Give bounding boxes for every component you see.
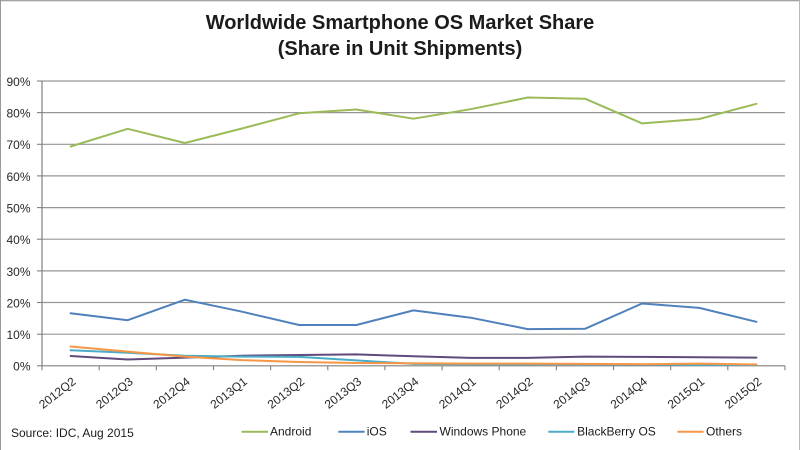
svg-text:Others: Others [706, 425, 742, 439]
svg-text:10%: 10% [6, 328, 30, 342]
svg-text:BlackBerry OS: BlackBerry OS [577, 425, 656, 439]
svg-text:40%: 40% [6, 233, 30, 247]
svg-text:(Share in Unit Shipments): (Share in Unit Shipments) [278, 38, 522, 60]
svg-text:Windows Phone: Windows Phone [440, 425, 527, 439]
svg-text:90%: 90% [6, 75, 30, 89]
svg-text:Source: IDC, Aug 2015: Source: IDC, Aug 2015 [11, 426, 134, 440]
svg-text:50%: 50% [6, 202, 30, 216]
svg-text:iOS: iOS [367, 425, 387, 439]
svg-text:30%: 30% [6, 265, 30, 279]
svg-text:80%: 80% [6, 107, 30, 121]
svg-text:Worldwide Smartphone OS Market: Worldwide Smartphone OS Market Share [206, 12, 595, 34]
svg-text:60%: 60% [6, 170, 30, 184]
svg-text:70%: 70% [6, 138, 30, 152]
svg-text:0%: 0% [13, 360, 31, 374]
svg-text:20%: 20% [6, 296, 30, 310]
svg-text:Android: Android [270, 425, 311, 439]
